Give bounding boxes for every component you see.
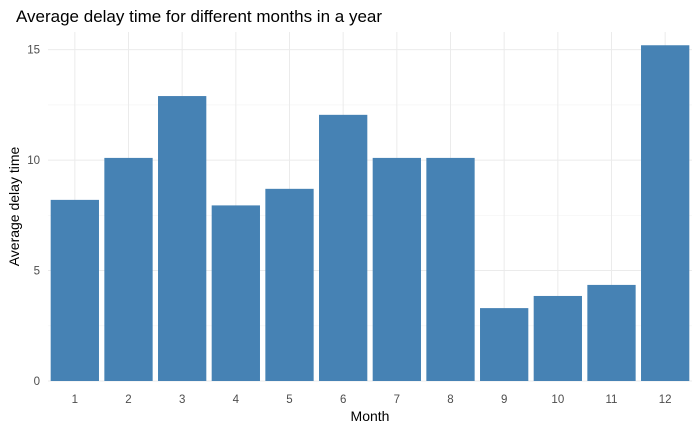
x-tick-label: 11 [606, 394, 618, 406]
x-tick-label: 7 [394, 394, 400, 406]
x-tick-label: 3 [179, 394, 185, 406]
x-tick-label: 6 [340, 394, 346, 406]
x-tick-label: 2 [125, 394, 131, 406]
bar-month-11 [587, 284, 636, 381]
bars [50, 45, 690, 382]
bar-month-6 [319, 114, 368, 381]
x-tick-label: 5 [286, 394, 292, 406]
bar-month-7 [372, 157, 421, 381]
y-axis-label: Average delay time [6, 146, 22, 266]
x-tick-label: 1 [72, 394, 78, 406]
y-tick-label: 15 [27, 45, 40, 57]
bar-month-8 [426, 157, 475, 381]
bar-month-2 [104, 157, 153, 381]
x-axis-label: Month [351, 408, 390, 424]
x-axis-ticks: 1 2 3 4 5 6 7 8 9 10 11 12 [72, 394, 672, 406]
y-axis-ticks: 0 5 10 15 [27, 45, 40, 388]
bar-month-5 [265, 188, 314, 381]
bar-month-12 [641, 45, 690, 381]
bar-month-4 [211, 205, 260, 381]
bar-month-9 [480, 308, 529, 381]
x-tick-label: 9 [501, 394, 507, 406]
bar-month-10 [533, 295, 582, 381]
bar-month-1 [50, 199, 99, 381]
x-tick-label: 12 [659, 394, 672, 406]
y-tick-label: 0 [34, 376, 40, 388]
x-tick-label: 4 [233, 394, 240, 406]
chart-title: Average delay time for different months … [16, 7, 382, 26]
y-tick-label: 10 [27, 155, 40, 167]
bar-month-3 [158, 96, 207, 382]
y-tick-label: 5 [34, 266, 40, 278]
x-tick-label: 8 [447, 394, 453, 406]
x-tick-label: 10 [551, 394, 564, 406]
